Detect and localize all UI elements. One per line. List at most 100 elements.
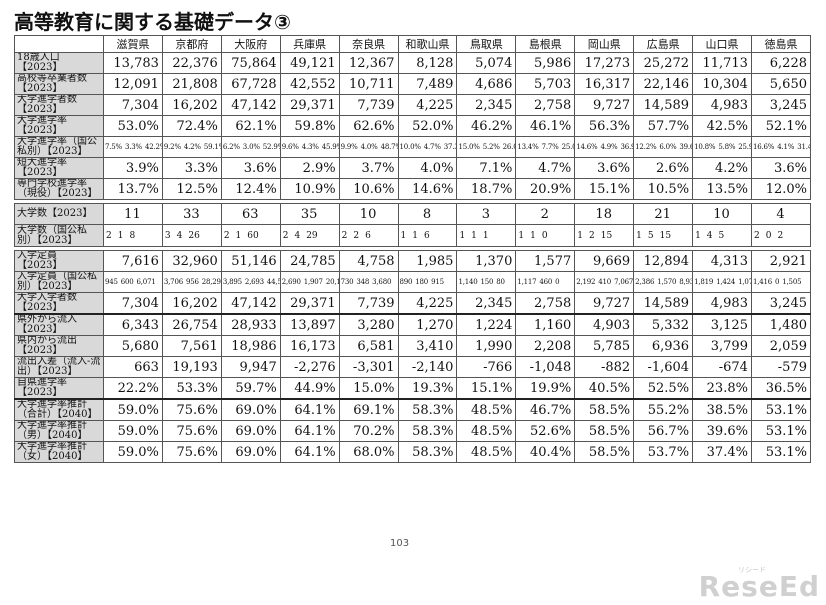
- value-cell: 12.4%: [220, 178, 281, 200]
- breakdown-value: 15: [659, 230, 672, 241]
- value-cell: 7,739: [338, 292, 399, 315]
- value-cell: 69.0%: [220, 420, 281, 442]
- value-cell: 53.1%: [750, 398, 812, 421]
- value-cell: 63: [220, 203, 281, 225]
- value-cell: 22,376: [161, 52, 222, 74]
- value-cell: 64.1%: [279, 398, 340, 421]
- column-header-prefecture: 大阪府: [220, 35, 281, 53]
- table-row: 大学数（国公私別）【2023】 2 1 8 3 4 26 2 1 60 2 4 29 2 2 6 1 1 6 1 1 1 1…: [14, 224, 812, 247]
- value-cell: 1,985: [397, 250, 458, 272]
- value-cell: 3,125: [692, 313, 752, 336]
- column-header-prefecture: 兵庫県: [279, 35, 340, 53]
- breakdown-value: 1,907: [303, 278, 323, 286]
- value-cell: 18,986: [220, 335, 281, 357]
- value-cell: 2,921: [750, 250, 812, 272]
- row-label: 大学進学者数 【2023】: [14, 94, 104, 116]
- value-cell: 3.6%: [220, 157, 281, 179]
- breakdown-value: 26.0%: [502, 143, 515, 151]
- breakdown-value: 1: [518, 230, 525, 241]
- breakdown-value: 2: [106, 230, 112, 241]
- value-cell: 5,986: [515, 52, 576, 74]
- row-label: 大学入学者数 【2023】: [14, 292, 104, 315]
- value-cell: 5,703: [515, 73, 576, 95]
- value-cell: 7,739: [338, 94, 399, 116]
- value-cell: 55.2%: [633, 398, 694, 421]
- value-cell: 7,561: [161, 335, 222, 357]
- breakdown-value: 45.9%: [321, 143, 338, 151]
- value-cell: 1,224: [456, 313, 517, 336]
- breakdown-value: 12.2%: [635, 143, 657, 151]
- value-cell: 53.0%: [103, 115, 163, 137]
- table-row: 入学定員（国公私別）【2023】 945 600 6,071 3,706 956 28,29…: [14, 271, 812, 293]
- value-cell: 3,245: [750, 94, 812, 116]
- breakdown-value: 15.0%: [458, 143, 480, 151]
- row-label: 大学数（国公私別）【2023】: [14, 224, 104, 247]
- value-cell: 13.7%: [103, 178, 163, 200]
- breakdown-value: 5.8%: [718, 143, 736, 151]
- row-label: 短大進学率 【2023】: [14, 157, 104, 179]
- value-cell: 21,808: [161, 73, 222, 95]
- value-cell: 4: [750, 203, 812, 225]
- breakdown-cell: 10.0%4.7%37.3%: [397, 136, 458, 158]
- breakdown-value: 6,071: [136, 278, 156, 286]
- breakdown-value: 1: [471, 230, 477, 241]
- value-cell: 7,304: [103, 292, 163, 315]
- value-cell: 36.5%: [750, 377, 812, 400]
- column-header-prefecture: 広島県: [633, 35, 694, 53]
- breakdown-value: 4.1%: [777, 143, 795, 151]
- value-cell: -3,301: [338, 356, 399, 378]
- breakdown-cell: 1,140 150 80: [456, 271, 517, 293]
- breakdown-value: 1,570: [657, 278, 677, 286]
- breakdown-cell: 12.2%6.0%39.6%: [633, 136, 694, 158]
- value-cell: 75.6%: [161, 398, 222, 421]
- breakdown-value: 0: [765, 230, 772, 241]
- breakdown-value: 945: [105, 278, 118, 286]
- value-cell: 1,990: [456, 335, 517, 357]
- breakdown-value: 6.2%: [222, 143, 240, 151]
- value-cell: 4,758: [338, 250, 399, 272]
- value-cell: 12.0%: [750, 178, 812, 200]
- value-cell: 17,273: [574, 52, 635, 74]
- breakdown-value: 36.9%: [620, 143, 632, 151]
- value-cell: 5,680: [103, 335, 163, 357]
- breakdown-value: 3,895: [222, 278, 242, 286]
- value-cell: 3.7%: [338, 157, 399, 179]
- breakdown-cell: 1 2 15: [574, 224, 635, 247]
- breakdown-value: 3,706: [163, 278, 183, 286]
- value-cell: 38.5%: [692, 398, 752, 421]
- value-cell: 33: [161, 203, 222, 225]
- value-cell: 16,202: [161, 292, 222, 315]
- breakdown-value: 9.6%: [281, 143, 299, 151]
- value-cell: 19.3%: [397, 377, 458, 400]
- table-row: 18歳人口 【2023】 13,783 22,376 75,864 49,121 12,3…: [14, 52, 812, 74]
- value-cell: 4,225: [397, 94, 458, 116]
- value-cell: 29,371: [279, 94, 340, 116]
- breakdown-value: 4.0%: [360, 143, 378, 151]
- value-cell: 23.8%: [692, 377, 752, 400]
- value-cell: 3: [456, 203, 517, 225]
- value-cell: 4,686: [456, 73, 517, 95]
- value-cell: 19,193: [161, 356, 222, 378]
- breakdown-value: 4.3%: [301, 143, 319, 151]
- value-cell: 48.5%: [456, 441, 517, 463]
- value-cell: 13,783: [103, 52, 163, 74]
- value-cell: 7,489: [397, 73, 458, 95]
- breakdown-cell: 1,416 0 1,505: [750, 271, 812, 293]
- value-cell: 4,903: [574, 313, 635, 336]
- breakdown-value: 3.3%: [124, 143, 142, 151]
- value-cell: 4.7%: [515, 157, 576, 179]
- breakdown-value: 600: [120, 278, 134, 286]
- value-cell: -766: [456, 356, 517, 378]
- value-cell: 53.3%: [161, 377, 222, 400]
- value-cell: 69.1%: [338, 398, 399, 421]
- breakdown-cell: 2,192 410 7,067: [574, 271, 635, 293]
- table-row: 大学進学者数 【2023】 7,304 16,202 47,142 29,371 7,73…: [14, 94, 812, 116]
- breakdown-value: 5.2%: [482, 143, 500, 151]
- value-cell: 48.5%: [456, 398, 517, 421]
- value-cell: 7.1%: [456, 157, 517, 179]
- row-label: 入学定員（国公私別）【2023】: [14, 271, 104, 293]
- breakdown-value: 10.8%: [694, 143, 716, 151]
- breakdown-value: 20,188: [325, 278, 338, 286]
- value-cell: 16,173: [279, 335, 340, 357]
- breakdown-cell: 9.2%4.2%59.1%: [161, 136, 222, 158]
